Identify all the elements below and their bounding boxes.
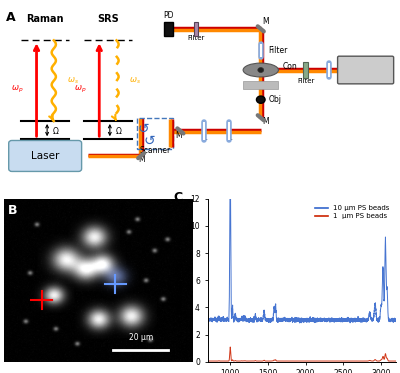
Ellipse shape: [256, 96, 265, 103]
Text: Obj: Obj: [269, 95, 282, 104]
Text: $\Omega$: $\Omega$: [114, 125, 122, 136]
Text: M: M: [175, 131, 182, 140]
Text: Laser: Laser: [31, 151, 59, 161]
Bar: [164, 22, 173, 36]
Text: Filter: Filter: [297, 78, 314, 84]
Text: C: C: [174, 191, 183, 204]
Text: B: B: [8, 204, 17, 217]
Text: $\Omega$: $\Omega$: [52, 125, 59, 136]
Text: L: L: [227, 133, 232, 142]
Text: Filter: Filter: [269, 46, 288, 55]
Text: ↺: ↺: [137, 122, 149, 136]
Text: Filter: Filter: [187, 35, 205, 41]
Text: SRS: SRS: [97, 14, 119, 24]
FancyBboxPatch shape: [338, 56, 394, 84]
Text: $\omega_s$: $\omega_s$: [67, 75, 79, 86]
Ellipse shape: [243, 63, 278, 77]
Text: M: M: [262, 117, 269, 126]
Text: M: M: [262, 17, 269, 26]
Text: $\omega_s$: $\omega_s$: [130, 75, 141, 86]
Ellipse shape: [258, 68, 264, 72]
Text: $\omega_p$: $\omega_p$: [11, 84, 24, 95]
Text: Con: Con: [282, 62, 297, 71]
Text: 20 μm: 20 μm: [128, 333, 153, 342]
Bar: [304, 62, 308, 78]
Text: L: L: [202, 133, 206, 142]
Text: Spectrometer: Spectrometer: [339, 66, 392, 75]
Text: M: M: [138, 155, 144, 164]
Text: Raman: Raman: [26, 14, 64, 24]
Y-axis label: Intensity (a.u.): Intensity (a.u.): [176, 247, 185, 314]
FancyBboxPatch shape: [9, 141, 82, 172]
Text: A: A: [6, 11, 16, 24]
Text: $\omega_p$: $\omega_p$: [74, 84, 86, 95]
Text: PD: PD: [163, 11, 174, 20]
Text: Scanner: Scanner: [139, 146, 170, 155]
Bar: [137, 118, 172, 149]
Text: ↺: ↺: [144, 134, 156, 148]
Legend: 10 μm PS beads, 1  μm PS beads: 10 μm PS beads, 1 μm PS beads: [312, 202, 392, 222]
Bar: [194, 22, 198, 36]
Bar: [243, 81, 278, 89]
